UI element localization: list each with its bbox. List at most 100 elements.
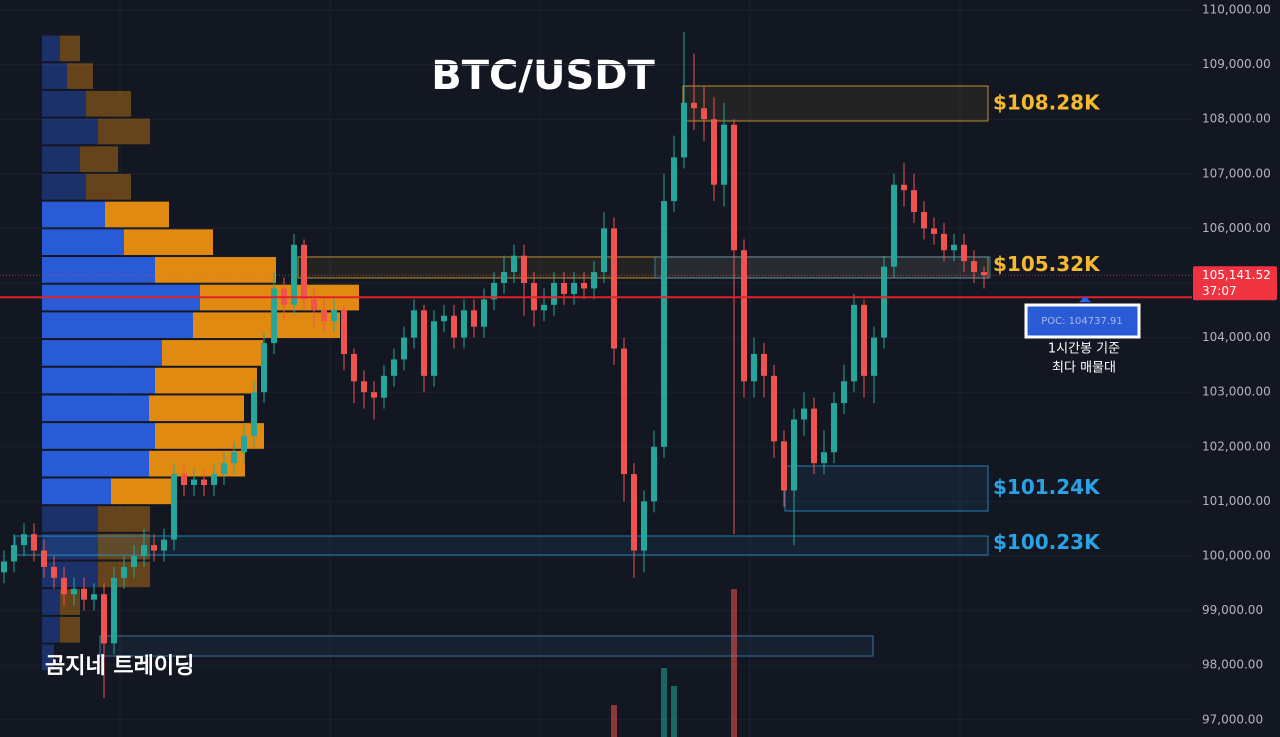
poc-note: 최다 매물대 (1052, 361, 1116, 376)
profile-buy-bar (42, 450, 149, 477)
zone-box (297, 256, 989, 279)
volume-bar (611, 705, 617, 737)
candle-body (211, 474, 217, 486)
candle-body (81, 588, 87, 600)
candle-body (961, 244, 967, 262)
candle-body (471, 310, 477, 327)
y-tick-label: 109,000.00 (1202, 57, 1271, 71)
candle-body (91, 594, 97, 600)
candle-body (231, 452, 237, 464)
profile-buy-bar (42, 90, 86, 117)
candle-body (541, 304, 547, 311)
profile-buy-bar (42, 312, 193, 339)
y-tick-label: 100,000.00 (1202, 548, 1271, 562)
profile-buy-bar (42, 229, 124, 256)
y-tick-label: 104,000.00 (1202, 330, 1271, 344)
candle-body (831, 403, 837, 453)
candle-body (251, 392, 257, 436)
candle-body (701, 108, 707, 120)
price-tag (1193, 266, 1277, 301)
poc-box (1024, 303, 1141, 339)
profile-buy-bar (42, 367, 155, 394)
profile-sell-bar (86, 173, 131, 200)
y-tick-label: 101,000.00 (1202, 494, 1271, 508)
profile-sell-bar (105, 201, 169, 228)
profile-buy-bar (42, 340, 162, 366)
candle-body (41, 550, 47, 567)
candle-body (131, 555, 137, 567)
profile-buy-bar (42, 423, 155, 449)
candle-body (691, 102, 697, 109)
candle-body (501, 272, 507, 283)
profile-sell-bar (193, 312, 340, 339)
profile-buy-bar (42, 478, 111, 505)
poc-label: POC: 104737.91 (1041, 316, 1123, 327)
profile-buy-bar (42, 146, 80, 172)
y-tick-label: 102,000.00 (1202, 439, 1271, 453)
candle-body (71, 588, 77, 595)
candle-body (441, 315, 447, 322)
zone-label: $105.32K (993, 252, 1101, 276)
candle-body (311, 299, 317, 311)
candle-body (641, 501, 647, 551)
candle-body (591, 272, 597, 289)
candle-body (631, 474, 637, 551)
profile-buy-bar (42, 257, 155, 283)
candle-body (791, 419, 797, 491)
candle-body (161, 539, 167, 551)
candle-body (121, 566, 127, 578)
profile-buy-bar (42, 395, 149, 422)
candle-body (381, 375, 387, 398)
candle-body (341, 310, 347, 354)
candle-body (321, 310, 327, 322)
profile-buy-bar (42, 173, 86, 200)
candle-body (671, 157, 677, 202)
candle-body (931, 228, 937, 234)
candle-body (921, 212, 927, 229)
candle-body (911, 190, 917, 213)
candle-body (721, 124, 727, 185)
candle-body (191, 479, 197, 486)
zone-box (99, 635, 874, 657)
candle-body (491, 282, 497, 300)
candle-body (981, 272, 987, 276)
profile-buy-bar (42, 561, 98, 588)
candle-body (411, 310, 417, 338)
profile-sell-bar (98, 506, 150, 532)
profile-sell-bar (98, 118, 150, 145)
candle-body (401, 337, 407, 360)
candle-body (431, 321, 437, 376)
candle-body (841, 381, 847, 404)
candle-body (661, 201, 667, 447)
profile-sell-bar (80, 146, 118, 172)
y-tick-label: 107,000.00 (1202, 166, 1271, 180)
candle-body (881, 266, 887, 338)
zone-label: $100.23K (993, 530, 1101, 554)
profile-sell-bar (149, 395, 244, 422)
candle-body (811, 408, 817, 464)
candle-body (891, 184, 897, 267)
candle-body (31, 534, 37, 551)
profile-buy-bar (42, 35, 60, 62)
candle-body (851, 304, 857, 382)
candle-body (151, 545, 157, 551)
candle-body (11, 545, 17, 562)
candle-body (331, 310, 337, 322)
candle-body (741, 250, 747, 382)
profile-sell-bar (86, 90, 131, 117)
candle-body (901, 184, 907, 191)
candle-body (821, 452, 827, 464)
candle-body (141, 545, 147, 556)
profile-sell-bar (155, 257, 276, 283)
candle-body (51, 566, 57, 578)
candle-body (271, 288, 277, 344)
profile-sell-bar (155, 423, 264, 449)
candle-body (681, 102, 687, 158)
candle-body (351, 353, 357, 382)
zone-box (682, 85, 989, 122)
candle-body (21, 534, 27, 546)
chart-title: BTC/USDT (431, 53, 655, 99)
candle-body (221, 463, 227, 475)
candle-body (651, 446, 657, 502)
